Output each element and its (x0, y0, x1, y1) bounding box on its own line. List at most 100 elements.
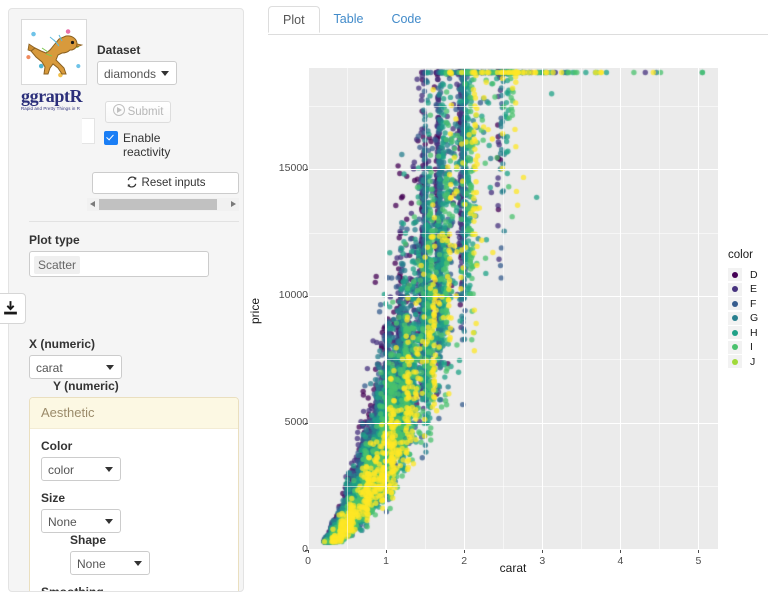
gridline (619, 68, 621, 550)
aesthetic-color-label: Color (41, 439, 73, 453)
triangle-left-icon[interactable] (90, 201, 95, 207)
aesthetic-color-select[interactable]: color (41, 457, 121, 481)
legend-item: H (728, 325, 768, 340)
x-axis-select[interactable]: carat (29, 355, 122, 379)
scatter-points (308, 68, 718, 550)
aesthetic-color-value: color (48, 463, 75, 477)
legend-item: G (728, 311, 768, 326)
aesthetic-size-label: Size (41, 491, 66, 505)
gridline (541, 68, 543, 550)
gridline (307, 68, 309, 550)
y-tick-label: 10000 (278, 289, 308, 302)
reset-inputs-button[interactable]: Reset inputs (92, 172, 239, 194)
legend-item-label: G (750, 312, 759, 325)
legend-key-swatch (728, 326, 742, 340)
panel-edge-strip (82, 118, 95, 144)
x-tick-label: 4 (617, 555, 624, 567)
gridline-minor (581, 68, 582, 550)
aesthetic-panel-body: Color color Size None S (30, 429, 238, 592)
aesthetic-size-shape-row: Size None Shape None (41, 491, 227, 575)
scrollbar-thumb[interactable] (99, 199, 217, 210)
legend-key-swatch (728, 268, 742, 282)
aesthetic-shape-value: None (77, 557, 106, 571)
submit-label: Submit (127, 106, 164, 118)
aesthetic-size-select[interactable]: None (41, 509, 121, 533)
aesthetic-color-group: Color color (41, 439, 227, 481)
aesthetic-smoothing-group: Smoothing Effect None (41, 585, 227, 592)
dataset-value: diamonds (104, 67, 157, 81)
gridline-minor (308, 486, 718, 487)
plot-type-select[interactable]: Scatter (29, 251, 209, 277)
dataset-group: Dataset diamonds (97, 43, 177, 85)
aesthetic-smoothing-label: Smoothing Effect (41, 585, 104, 592)
x-tick-label: 5 (695, 555, 702, 567)
gridline (697, 68, 700, 550)
tab-plot[interactable]: Plot (268, 6, 320, 33)
logo-tagline: Rapid and Pretty Things in R (21, 106, 81, 112)
y-tick-mark (305, 550, 308, 551)
legend-item: E (728, 282, 768, 297)
aesthetic-shape-select[interactable]: None (70, 551, 150, 575)
x-tick-label: 0 (305, 555, 311, 567)
x-tick-mark (386, 550, 388, 553)
y-tick-mark (305, 169, 308, 171)
x-axis-value: carat (36, 361, 63, 375)
checkbox-checked-icon[interactable] (104, 131, 118, 145)
aesthetic-shape-group: Shape None (70, 533, 150, 575)
chevron-down-icon (134, 561, 142, 566)
legend-title: color (728, 249, 753, 261)
x-tick-label: 3 (539, 555, 546, 567)
legend-key-swatch (728, 311, 742, 325)
legend-item-label: H (750, 326, 758, 339)
gridline-minor (346, 68, 348, 550)
app-logo: ggraptR Rapid and Pretty Things in R (21, 19, 91, 111)
gridline-minor (308, 359, 718, 361)
gridline (308, 422, 718, 424)
tab-table[interactable]: Table (333, 12, 364, 26)
x-tick-mark (542, 550, 544, 553)
legend-key-swatch (728, 282, 742, 296)
sidebar-horizontal-scrollbar[interactable] (87, 198, 239, 211)
aesthetic-size-group: Size None (41, 491, 121, 533)
y-axis-label: Y (numeric) (53, 379, 119, 393)
y-tick-mark (305, 423, 308, 425)
refresh-icon (127, 176, 136, 188)
sidebar-divider (29, 221, 239, 222)
legend-item-label: J (750, 355, 756, 368)
aesthetic-panel-title: Aesthetic (30, 398, 238, 429)
x-tick-mark (308, 550, 309, 553)
submit-button[interactable]: Submit (105, 101, 171, 123)
legend-item: F (728, 296, 768, 311)
tab-code[interactable]: Code (391, 12, 422, 26)
plot-type-group: Plot type Scatter (29, 233, 209, 277)
gridline-minor (308, 232, 718, 234)
x-tick-label: 2 (461, 555, 468, 567)
plot-panel (307, 68, 718, 551)
raptor-logo-icon (21, 19, 87, 85)
x-tick-label: 1 (383, 555, 390, 567)
sidebar-panel: ggraptR Rapid and Pretty Things in R Dat… (8, 8, 244, 592)
download-button[interactable] (0, 293, 26, 324)
chevron-down-icon (105, 467, 113, 472)
logo-wordmark: ggraptR (21, 86, 83, 106)
enable-reactivity-row[interactable]: Enable reactivity (104, 131, 178, 159)
legend-item: D (728, 267, 768, 282)
dataset-label: Dataset (97, 43, 141, 57)
gridline-minor (659, 68, 660, 550)
tab-bar: Plot Table Code (268, 6, 768, 35)
y-tick-mark (305, 296, 308, 298)
y-axis-title: price (248, 297, 262, 324)
x-axis-group: X (numeric) carat (29, 337, 122, 379)
triangle-right-icon[interactable] (231, 201, 236, 207)
legend-item-label: F (750, 297, 757, 310)
dataset-select[interactable]: diamonds (97, 61, 177, 85)
legend-item-label: D (750, 268, 758, 281)
legend-key-swatch (728, 355, 742, 369)
x-axis-title: carat (499, 561, 527, 575)
plot-area: 0 5000 10000 15000 0 1 2 3 4 5 price carat color … (248, 34, 768, 592)
gridline (308, 549, 718, 551)
legend-key-swatch (728, 297, 742, 311)
